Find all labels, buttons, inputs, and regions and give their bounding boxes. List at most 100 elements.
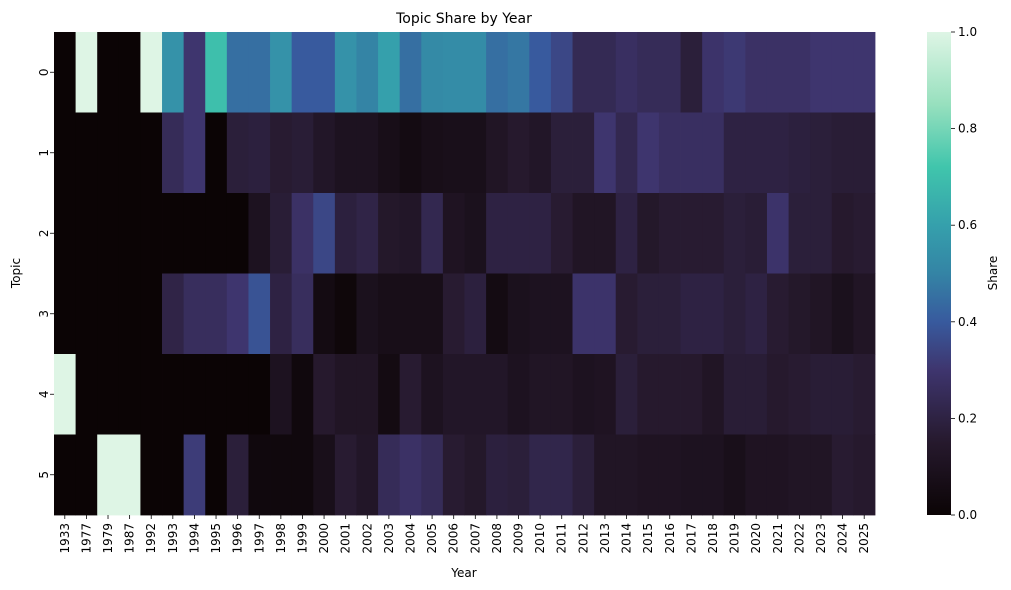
x-tick-label: 2019 xyxy=(728,523,742,554)
heatmap-cell-topic-2-year-2012 xyxy=(572,193,595,274)
heatmap-cell-topic-0-year-2013 xyxy=(594,32,617,113)
colorbar-tick-label: 0.4 xyxy=(958,315,977,329)
heatmap-cell-topic-1-year-2023 xyxy=(810,112,833,194)
heatmap-cell-topic-4-year-2006 xyxy=(442,354,465,435)
x-tick-label: 2015 xyxy=(641,523,655,554)
colorbar-ticks: 0.0 0.2 0.4 0.6 0.8 1.0 xyxy=(951,25,977,522)
heatmap-cell-topic-5-year-2016 xyxy=(658,434,681,516)
heatmap-cell-topic-0-year-2022 xyxy=(788,32,811,113)
y-tick-label: 0 xyxy=(37,68,51,76)
heatmap-cell-topic-5-year-1996 xyxy=(226,434,249,516)
heatmap-cell-topic-2-year-1979 xyxy=(97,193,120,274)
heatmap-cell-topic-5-year-2004 xyxy=(399,434,422,516)
x-tick-label: 2002 xyxy=(360,523,374,554)
heatmap-cell-topic-0-year-2015 xyxy=(637,32,660,113)
heatmap-cell-topic-3-year-2010 xyxy=(529,273,552,355)
heatmap-cell-topic-2-year-2007 xyxy=(464,193,487,274)
heatmap-cell-topic-0-year-2000 xyxy=(313,32,336,113)
heatmap-cell-topic-3-year-2006 xyxy=(442,273,465,355)
colorbar-tick-label: 0.2 xyxy=(958,411,977,425)
heatmap-cell-topic-5-year-1933 xyxy=(54,434,77,516)
heatmap-cell-topic-5-year-2009 xyxy=(507,434,530,516)
x-tick-label: 2006 xyxy=(447,523,461,554)
heatmap-cell-topic-5-year-1992 xyxy=(140,434,163,516)
heatmap-cell-topic-1-year-2005 xyxy=(421,112,444,194)
heatmap-cell-topic-3-year-2009 xyxy=(507,273,530,355)
heatmap-cell-topic-2-year-2013 xyxy=(594,193,617,274)
heatmap-cell-topic-5-year-2015 xyxy=(637,434,660,516)
colorbar-tick-label: 1.0 xyxy=(958,25,977,39)
heatmap-cell-topic-4-year-1933 xyxy=(54,354,77,435)
y-tick-label: 3 xyxy=(37,310,51,318)
heatmap-cell-topic-2-year-2005 xyxy=(421,193,444,274)
heatmap-cell-topic-4-year-2007 xyxy=(464,354,487,435)
heatmap-cell-topic-3-year-1998 xyxy=(270,273,293,355)
heatmap-cell-topic-1-year-2025 xyxy=(853,112,876,194)
x-tick-label: 1933 xyxy=(58,523,72,554)
heatmap-cell-topic-2-year-1999 xyxy=(291,193,314,274)
heatmap-cell-topic-5-year-2002 xyxy=(356,434,379,516)
heatmap-cell-topic-4-year-2015 xyxy=(637,354,660,435)
heatmap-cell-topic-0-year-1999 xyxy=(291,32,314,113)
heatmap-cell-topic-1-year-2022 xyxy=(788,112,811,194)
heatmap-cell-topic-4-year-2013 xyxy=(594,354,617,435)
heatmap-cell-topic-4-year-2005 xyxy=(421,354,444,435)
heatmap-cell-topic-2-year-2009 xyxy=(507,193,530,274)
x-tick-label: 2012 xyxy=(576,523,590,554)
x-tick-label: 1987 xyxy=(123,523,137,554)
x-tick-label: 2021 xyxy=(771,523,785,554)
heatmap-cell-topic-3-year-2015 xyxy=(637,273,660,355)
heatmap-cell-topic-0-year-1996 xyxy=(226,32,249,113)
heatmap-cell-topic-1-year-1996 xyxy=(226,112,249,194)
heatmap-cell-topic-0-year-1994 xyxy=(183,32,206,113)
heatmap-cell-topic-2-year-2016 xyxy=(658,193,681,274)
heatmap-cell-topic-0-year-2019 xyxy=(723,32,746,113)
x-tick-label: 1993 xyxy=(166,523,180,554)
heatmap-cell-topic-1-year-2004 xyxy=(399,112,422,194)
heatmap-cell-topic-0-year-1992 xyxy=(140,32,163,113)
heatmap-cell-topic-5-year-2005 xyxy=(421,434,444,516)
heatmap-cell-topic-2-year-1997 xyxy=(248,193,271,274)
heatmap-cell-topic-4-year-2020 xyxy=(745,354,768,435)
heatmap-cell-topic-2-year-2011 xyxy=(550,193,573,274)
heatmap-cell-topic-5-year-2008 xyxy=(486,434,509,516)
x-tick-label: 2011 xyxy=(555,523,569,554)
heatmap-cell-topic-3-year-1995 xyxy=(205,273,228,355)
x-tick-label: 1998 xyxy=(274,523,288,554)
heatmap-cell-topic-4-year-1987 xyxy=(118,354,141,435)
heatmap-cell-topic-0-year-2010 xyxy=(529,32,552,113)
heatmap-cell-topic-5-year-2024 xyxy=(831,434,854,516)
x-tick-label: 2009 xyxy=(512,523,526,554)
heatmap-cell-topic-0-year-2016 xyxy=(658,32,681,113)
heatmap-cell-topic-4-year-1992 xyxy=(140,354,163,435)
heatmap-cell-topic-4-year-2001 xyxy=(334,354,357,435)
heatmap-cell-topic-5-year-1995 xyxy=(205,434,228,516)
heatmap-cell-topic-0-year-1977 xyxy=(75,32,98,113)
heatmap-cell-topic-0-year-1997 xyxy=(248,32,271,113)
x-tick-label: 2013 xyxy=(598,523,612,554)
heatmap-cell-topic-2-year-2000 xyxy=(313,193,336,274)
heatmap-cell-topic-5-year-1998 xyxy=(270,434,293,516)
heatmap-cell-topic-0-year-2012 xyxy=(572,32,595,113)
heatmap-cell-topic-1-year-1999 xyxy=(291,112,314,194)
heatmap-cell-topic-4-year-2024 xyxy=(831,354,854,435)
heatmap-cell-topic-5-year-1999 xyxy=(291,434,314,516)
heatmap-cell-topic-1-year-2006 xyxy=(442,112,465,194)
heatmap-cell-topic-0-year-2017 xyxy=(680,32,703,113)
chart-title: Topic Share by Year xyxy=(395,11,532,27)
heatmap-cell-topic-1-year-2017 xyxy=(680,112,703,194)
heatmap-cell-topic-3-year-1979 xyxy=(97,273,120,355)
heatmap-cell-topic-1-year-2019 xyxy=(723,112,746,194)
heatmap-cell-topic-1-year-1993 xyxy=(162,112,185,194)
heatmap-cell-topic-4-year-1994 xyxy=(183,354,206,435)
heatmap-cell-topic-0-year-2014 xyxy=(615,32,638,113)
heatmap-cell-topic-3-year-2014 xyxy=(615,273,638,355)
heatmap-cell-topic-3-year-1999 xyxy=(291,273,314,355)
heatmap-cell-topic-1-year-2008 xyxy=(486,112,509,194)
heatmap-cell-topic-3-year-1992 xyxy=(140,273,163,355)
heatmap-cell-topic-4-year-2009 xyxy=(507,354,530,435)
heatmap-cell-topic-2-year-2025 xyxy=(853,193,876,274)
heatmap-cell-topic-4-year-2008 xyxy=(486,354,509,435)
heatmap-cell-topic-3-year-1987 xyxy=(118,273,141,355)
